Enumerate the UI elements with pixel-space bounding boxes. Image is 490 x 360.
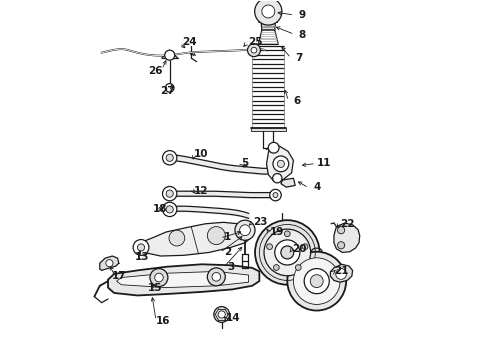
Text: 14: 14 [226,313,241,323]
Circle shape [247,44,260,57]
Text: 27: 27 [161,86,175,96]
Text: 15: 15 [147,283,162,293]
Circle shape [277,160,285,167]
Text: 2: 2 [224,247,231,257]
Circle shape [212,273,220,281]
Polygon shape [137,222,252,256]
Text: 24: 24 [182,37,196,47]
Circle shape [166,154,173,161]
Circle shape [218,311,225,318]
Circle shape [251,47,257,53]
Polygon shape [281,178,295,187]
Text: 16: 16 [156,316,171,325]
Circle shape [106,260,113,267]
Circle shape [165,50,175,60]
Circle shape [295,265,301,270]
Text: 3: 3 [228,262,235,272]
Text: 13: 13 [134,252,149,262]
Text: 12: 12 [194,186,209,197]
Circle shape [163,202,177,217]
Text: 18: 18 [152,204,167,215]
Polygon shape [108,264,259,296]
Text: 8: 8 [299,30,306,40]
Polygon shape [334,223,360,252]
Circle shape [269,142,279,153]
Circle shape [338,226,344,234]
Text: 20: 20 [292,244,307,254]
Text: 6: 6 [294,96,301,106]
Text: 10: 10 [194,149,209,159]
Circle shape [163,186,177,201]
Circle shape [262,5,275,18]
Text: 23: 23 [253,217,268,227]
Circle shape [287,252,346,311]
Circle shape [285,231,290,237]
Circle shape [235,220,255,240]
Circle shape [281,246,294,259]
Text: 26: 26 [148,66,163,76]
Circle shape [240,225,250,235]
Circle shape [166,84,174,92]
Text: 1: 1 [224,232,231,242]
Text: 19: 19 [270,227,285,237]
Polygon shape [330,264,353,282]
Circle shape [255,220,319,285]
Polygon shape [261,22,275,30]
Circle shape [137,244,145,251]
Circle shape [272,174,282,183]
Text: 22: 22 [340,219,354,229]
Circle shape [275,240,300,265]
Polygon shape [251,128,286,131]
Circle shape [270,189,281,201]
Circle shape [255,0,282,25]
Text: 5: 5 [242,158,248,168]
Circle shape [155,273,163,282]
Text: 9: 9 [299,10,306,20]
Circle shape [294,258,340,305]
Circle shape [273,156,289,172]
Text: 17: 17 [111,271,126,281]
Polygon shape [100,256,119,270]
Text: 4: 4 [313,182,320,192]
Circle shape [166,190,173,197]
Circle shape [169,230,185,246]
Text: 7: 7 [295,53,302,63]
Circle shape [302,244,308,249]
Polygon shape [258,30,278,44]
Circle shape [163,150,177,165]
Circle shape [336,269,346,279]
Text: 21: 21 [334,266,348,276]
Polygon shape [259,17,277,22]
Polygon shape [117,271,248,288]
Circle shape [207,268,225,286]
Circle shape [264,229,311,276]
Circle shape [150,269,168,287]
Text: 11: 11 [317,158,331,168]
Circle shape [310,275,323,288]
Circle shape [304,269,329,294]
Circle shape [214,307,230,322]
Circle shape [207,226,225,244]
Text: 25: 25 [248,37,263,47]
Circle shape [273,193,278,198]
Circle shape [267,244,272,249]
Circle shape [133,239,149,255]
Circle shape [338,242,344,249]
Circle shape [166,206,173,213]
Circle shape [273,265,279,270]
Polygon shape [267,146,294,181]
